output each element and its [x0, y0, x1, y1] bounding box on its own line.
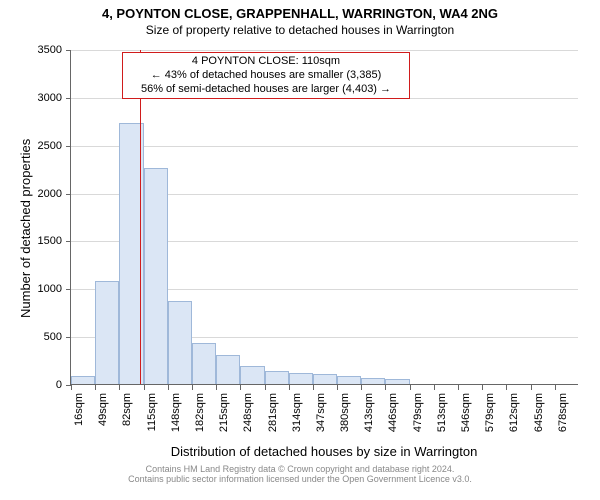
histogram-bar — [361, 378, 385, 384]
x-tick-mark — [240, 385, 241, 390]
y-tick-mark — [66, 98, 71, 99]
annotation-line: ← 43% of detached houses are smaller (3,… — [129, 69, 403, 83]
y-tick-label: 3500 — [1, 44, 62, 56]
x-tick-mark — [434, 385, 435, 390]
x-tick-label: 413sqm — [363, 393, 375, 443]
x-tick-label: 513sqm — [436, 393, 448, 443]
chart-subtitle: Size of property relative to detached ho… — [0, 21, 600, 37]
x-tick-mark — [313, 385, 314, 390]
histogram-bar — [95, 281, 119, 384]
x-tick-label: 16sqm — [73, 393, 85, 443]
y-tick-mark — [66, 289, 71, 290]
x-tick-mark — [482, 385, 483, 390]
x-tick-label: 579sqm — [484, 393, 496, 443]
annotation-box: 4 POYNTON CLOSE: 110sqm ← 43% of detache… — [122, 52, 410, 99]
x-tick-mark — [410, 385, 411, 390]
x-tick-label: 347sqm — [315, 393, 327, 443]
x-tick-mark — [119, 385, 120, 390]
footer-line: Contains HM Land Registry data © Crown c… — [0, 464, 600, 474]
x-tick-label: 115sqm — [146, 393, 158, 443]
y-tick-label: 0 — [1, 379, 62, 391]
x-tick-label: 479sqm — [412, 393, 424, 443]
y-tick-mark — [66, 50, 71, 51]
histogram-bar — [216, 355, 240, 384]
chart-title: 4, POYNTON CLOSE, GRAPPENHALL, WARRINGTO… — [0, 0, 600, 21]
x-tick-label: 281sqm — [267, 393, 279, 443]
annotation-line: 4 POYNTON CLOSE: 110sqm — [129, 55, 403, 69]
reference-line — [140, 50, 141, 384]
x-tick-mark — [95, 385, 96, 390]
plot-area: 050010001500200025003000350016sqm49sqm82… — [70, 50, 578, 385]
x-tick-label: 82sqm — [121, 393, 133, 443]
y-axis-title: Number of detached properties — [18, 138, 33, 317]
x-tick-mark — [144, 385, 145, 390]
x-tick-mark — [385, 385, 386, 390]
x-tick-mark — [289, 385, 290, 390]
histogram-bar — [337, 376, 361, 384]
x-tick-label: 182sqm — [194, 393, 206, 443]
x-tick-mark — [71, 385, 72, 390]
x-tick-mark — [168, 385, 169, 390]
x-tick-label: 612sqm — [508, 393, 520, 443]
histogram-bar — [192, 343, 216, 384]
x-tick-label: 248sqm — [242, 393, 254, 443]
y-tick-mark — [66, 146, 71, 147]
histogram-bar — [313, 374, 337, 384]
histogram-bar — [385, 379, 409, 384]
x-tick-mark — [192, 385, 193, 390]
histogram-bar — [240, 366, 264, 384]
y-tick-mark — [66, 194, 71, 195]
x-tick-label: 446sqm — [387, 393, 399, 443]
x-tick-mark — [458, 385, 459, 390]
y-tick-mark — [66, 337, 71, 338]
x-tick-label: 380sqm — [339, 393, 351, 443]
histogram-bar — [289, 373, 313, 384]
x-tick-mark — [265, 385, 266, 390]
y-tick-mark — [66, 241, 71, 242]
x-tick-mark — [531, 385, 532, 390]
x-tick-mark — [555, 385, 556, 390]
histogram-bar — [144, 168, 168, 384]
x-tick-mark — [361, 385, 362, 390]
x-tick-label: 645sqm — [533, 393, 545, 443]
x-tick-label: 215sqm — [218, 393, 230, 443]
x-tick-mark — [337, 385, 338, 390]
histogram-bar — [265, 371, 289, 384]
x-tick-mark — [216, 385, 217, 390]
grid-line — [71, 50, 578, 51]
x-axis-title: Distribution of detached houses by size … — [70, 444, 578, 459]
y-tick-label: 500 — [1, 331, 62, 343]
x-tick-label: 678sqm — [557, 393, 569, 443]
x-tick-label: 148sqm — [170, 393, 182, 443]
grid-line — [71, 146, 578, 147]
x-tick-label: 314sqm — [291, 393, 303, 443]
histogram-bar — [71, 376, 95, 384]
footer-line: Contains public sector information licen… — [0, 474, 600, 484]
x-tick-label: 546sqm — [460, 393, 472, 443]
y-tick-label: 3000 — [1, 92, 62, 104]
footer: Contains HM Land Registry data © Crown c… — [0, 464, 600, 484]
annotation-line: 56% of semi-detached houses are larger (… — [129, 83, 403, 97]
histogram-bar — [168, 301, 192, 384]
x-tick-label: 49sqm — [97, 393, 109, 443]
x-tick-mark — [506, 385, 507, 390]
